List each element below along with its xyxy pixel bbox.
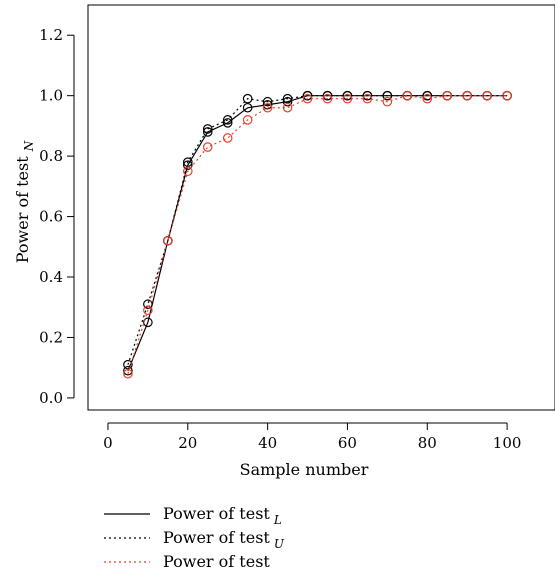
data-point bbox=[242, 93, 253, 104]
y-axis-title-subscript: N bbox=[22, 140, 36, 152]
series-1 bbox=[123, 90, 512, 370]
legend-label-text: Power of test bbox=[163, 504, 270, 523]
x-tick-label: 100 bbox=[493, 434, 522, 452]
data-point bbox=[222, 133, 233, 143]
data-point bbox=[143, 299, 153, 310]
y-tick-label: 0.8 bbox=[39, 147, 63, 165]
y-tick-label: 0.2 bbox=[39, 328, 63, 346]
data-point bbox=[123, 365, 133, 376]
series-line bbox=[127, 95, 508, 365]
series-2 bbox=[123, 90, 512, 379]
x-tick-label: 40 bbox=[258, 434, 277, 452]
data-point bbox=[302, 90, 313, 101]
data-point bbox=[322, 90, 333, 101]
data-point bbox=[422, 93, 433, 104]
data-point bbox=[262, 99, 273, 110]
data-point bbox=[322, 93, 333, 104]
data-point bbox=[143, 317, 153, 328]
svg-text:Power of test N: Power of test N bbox=[13, 140, 36, 263]
data-point bbox=[282, 102, 293, 113]
data-point bbox=[222, 118, 233, 128]
data-point bbox=[222, 115, 233, 125]
y-tick-label: 0.6 bbox=[39, 208, 63, 226]
data-point bbox=[342, 90, 353, 101]
data-point bbox=[242, 115, 253, 125]
data-point bbox=[282, 96, 293, 107]
series-line bbox=[127, 95, 508, 371]
plot-frame bbox=[87, 4, 555, 411]
y-tick-label: 1.0 bbox=[39, 87, 63, 105]
y-axis-title-group: Power of test N bbox=[13, 140, 36, 263]
data-point bbox=[402, 90, 413, 101]
x-tick-label: 60 bbox=[338, 434, 357, 452]
data-point bbox=[123, 368, 133, 379]
legend-label-text: Power of test bbox=[163, 528, 270, 547]
legend-label: Power of test L bbox=[163, 504, 282, 527]
x-tick-label: 80 bbox=[418, 434, 437, 452]
data-point bbox=[502, 90, 512, 101]
series-layer bbox=[123, 90, 512, 379]
y-tick-label: 0.4 bbox=[39, 268, 63, 286]
data-point bbox=[182, 160, 193, 170]
data-point bbox=[182, 157, 193, 167]
data-point bbox=[362, 90, 373, 101]
data-point bbox=[362, 93, 373, 104]
data-point bbox=[382, 90, 393, 101]
legend-label: Power of test bbox=[163, 552, 270, 571]
series-line bbox=[127, 95, 508, 374]
data-point bbox=[482, 90, 492, 101]
x-tick-label: 0 bbox=[103, 434, 113, 452]
legend-label-subscript: L bbox=[273, 513, 282, 527]
x-axis: 0 20 40 60 80 100 bbox=[103, 422, 522, 452]
legend-label-text: Power of test bbox=[163, 552, 270, 571]
data-point bbox=[422, 90, 433, 101]
series-0 bbox=[123, 90, 512, 376]
data-point bbox=[123, 359, 133, 370]
data-point bbox=[143, 305, 153, 316]
legend-label-subscript: U bbox=[274, 537, 285, 551]
data-point bbox=[282, 93, 293, 104]
legend-label: Power of test U bbox=[163, 528, 285, 551]
data-point bbox=[262, 102, 273, 113]
y-axis: 0.0 0.2 0.4 0.6 0.8 1.0 1.2 bbox=[39, 26, 75, 407]
x-axis-title: Sample number bbox=[240, 460, 369, 479]
data-point bbox=[442, 90, 453, 101]
y-tick-label: 0.0 bbox=[39, 389, 63, 407]
data-point bbox=[342, 93, 353, 104]
y-axis-title: Power of test bbox=[13, 156, 32, 263]
data-point bbox=[462, 90, 472, 101]
data-point bbox=[163, 235, 173, 246]
data-point bbox=[202, 142, 213, 152]
data-point bbox=[302, 93, 313, 104]
data-point bbox=[382, 96, 393, 107]
data-point bbox=[182, 166, 193, 177]
y-tick-label: 1.2 bbox=[39, 26, 63, 44]
data-point bbox=[242, 102, 253, 113]
data-point bbox=[202, 124, 213, 134]
x-tick-label: 20 bbox=[178, 434, 197, 452]
data-point bbox=[262, 96, 273, 107]
data-point bbox=[202, 127, 213, 137]
